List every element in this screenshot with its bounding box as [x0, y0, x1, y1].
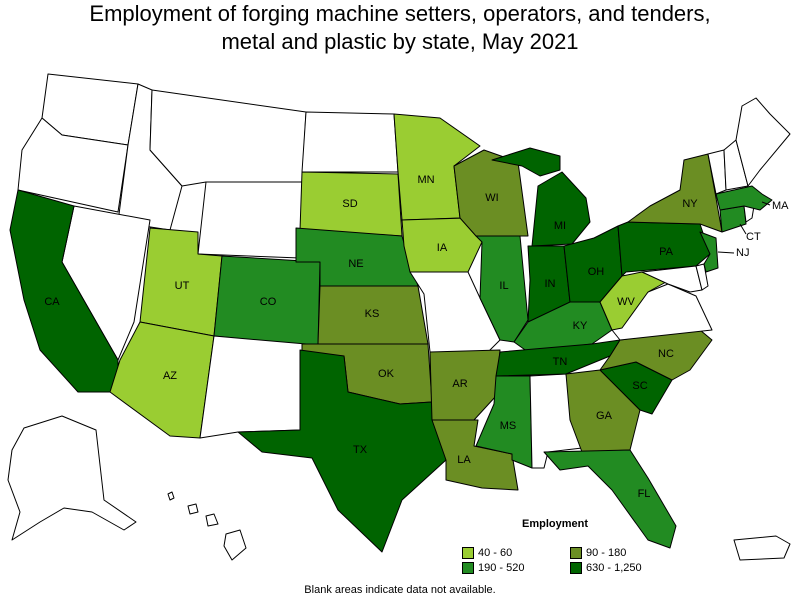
label-sd: SD — [342, 198, 357, 210]
label-ne: NE — [348, 258, 363, 270]
state-nm[interactable] — [199, 335, 307, 439]
leader-ma — [761, 201, 771, 206]
label-la: LA — [457, 454, 471, 466]
state-or[interactable] — [17, 117, 129, 213]
label-co: CO — [260, 296, 277, 308]
legend-swatch-3 — [462, 562, 474, 574]
label-ms: MS — [500, 420, 517, 432]
state-ny[interactable] — [627, 153, 723, 233]
label-ga: GA — [596, 410, 613, 422]
legend-label-1: 40 - 60 — [478, 547, 513, 559]
label-mi: MI — [554, 220, 566, 232]
legend-item-1: 40 - 60 — [462, 547, 512, 559]
state-ak[interactable] — [7, 415, 137, 541]
state-md[interactable] — [641, 265, 703, 293]
label-ut: UT — [175, 280, 190, 292]
label-wv: WV — [617, 296, 635, 308]
state-fl[interactable] — [543, 449, 677, 549]
state-nj[interactable] — [699, 231, 719, 273]
label-nj: NJ — [736, 247, 749, 259]
legend-swatch-4 — [570, 562, 582, 574]
legend-label-4: 630 - 1,250 — [586, 562, 642, 574]
legend-swatch-1 — [462, 547, 474, 559]
map-title: Employment of forging machine setters, o… — [0, 0, 800, 56]
state-de[interactable] — [695, 263, 709, 291]
label-pa: PA — [659, 246, 674, 258]
label-ky: KY — [573, 320, 588, 332]
state-mo[interactable] — [409, 271, 501, 353]
state-wi[interactable] — [453, 149, 529, 237]
label-tn: TN — [553, 356, 568, 368]
legend-label-3: 190 - 520 — [478, 562, 525, 574]
legend-item-2: 90 - 180 — [570, 547, 626, 559]
label-oh: OH — [588, 266, 605, 278]
label-mn: MN — [417, 174, 434, 186]
state-pr[interactable] — [733, 535, 791, 561]
legend-label-2: 90 - 180 — [586, 547, 627, 559]
state-nd[interactable] — [301, 111, 399, 173]
state-tx[interactable] — [237, 349, 447, 553]
leader-ct — [739, 223, 747, 235]
label-ca: CA — [44, 296, 60, 308]
state-labels: CA UT AZ CO SD NE KS OK TX MN IA AR LA W… — [44, 174, 789, 500]
label-fl: FL — [638, 488, 651, 500]
label-sc: SC — [632, 380, 647, 392]
legend-swatch-2 — [570, 547, 582, 559]
label-ar: AR — [452, 378, 467, 390]
title-line-1: Employment of forging machine setters, o… — [89, 1, 711, 26]
state-ar[interactable] — [429, 349, 501, 421]
label-ia: IA — [437, 242, 448, 254]
title-line-2: metal and plastic by state, May 2021 — [221, 29, 579, 54]
state-me[interactable] — [735, 97, 791, 187]
label-ct: CT — [746, 231, 761, 243]
state-ca[interactable] — [9, 189, 119, 393]
leader-nj — [717, 251, 735, 254]
legend-title: Employment — [522, 518, 589, 530]
label-in: IN — [545, 278, 556, 290]
label-ok: OK — [378, 368, 395, 380]
label-wi: WI — [485, 192, 498, 204]
state-wv[interactable] — [599, 271, 667, 331]
footnote: Blank areas indicate data not available. — [304, 584, 496, 596]
label-ny: NY — [682, 198, 698, 210]
label-az: AZ — [163, 370, 177, 382]
legend-item-4: 630 - 1,250 — [570, 562, 642, 574]
state-wy[interactable] — [197, 181, 303, 259]
state-mt[interactable] — [149, 89, 307, 187]
label-nc: NC — [658, 348, 674, 360]
label-ks: KS — [365, 308, 380, 320]
label-tx: TX — [353, 444, 368, 456]
state-la[interactable] — [431, 419, 519, 491]
legend-item-3: 190 - 520 — [462, 562, 524, 574]
state-il[interactable] — [475, 235, 529, 343]
state-hi[interactable] — [167, 491, 247, 561]
label-il: IL — [499, 280, 508, 292]
state-ma[interactable] — [715, 185, 773, 211]
legend: Employment 40 - 60 90 - 180 190 - 520 63… — [462, 518, 662, 576]
label-ma: MA — [772, 200, 789, 212]
